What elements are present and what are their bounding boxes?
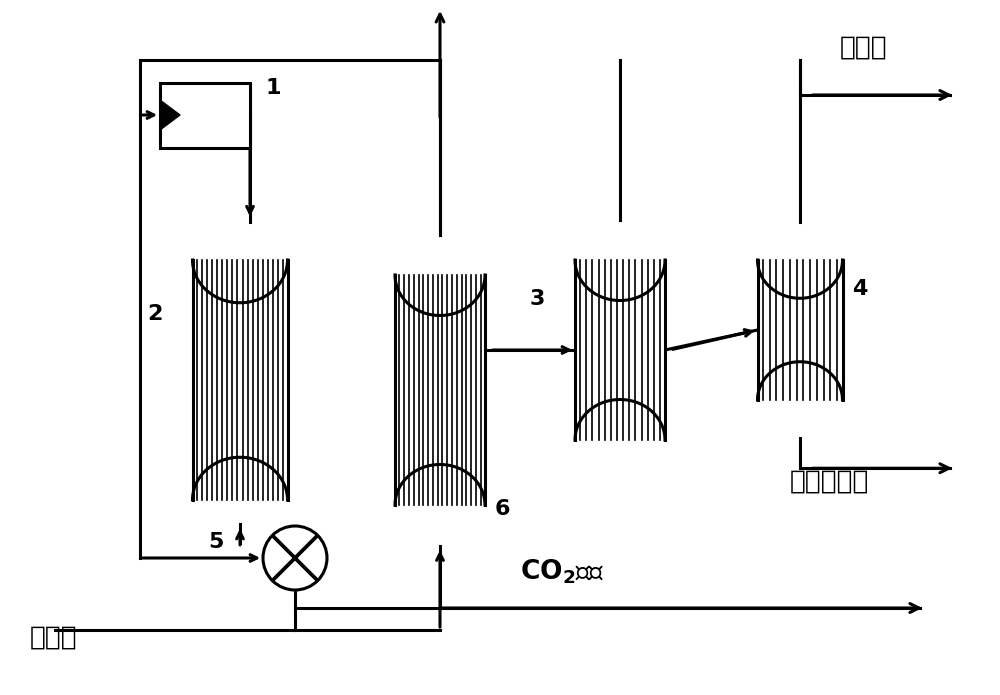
- Text: 合成气: 合成气: [30, 625, 78, 651]
- Text: $\mathbf{CO_2}$排放: $\mathbf{CO_2}$排放: [520, 558, 605, 587]
- Bar: [395, 275, 485, 505]
- Text: 1: 1: [265, 78, 281, 97]
- Polygon shape: [758, 260, 842, 298]
- Bar: [193, 260, 288, 500]
- Polygon shape: [395, 464, 485, 505]
- Bar: [160, 83, 250, 147]
- Polygon shape: [575, 260, 665, 300]
- Polygon shape: [575, 400, 665, 440]
- Text: 驰放口: 驰放口: [840, 35, 888, 61]
- Bar: [575, 260, 665, 440]
- Polygon shape: [395, 275, 485, 316]
- Text: 有机烃产物: 有机烃产物: [790, 468, 869, 494]
- Text: 5: 5: [208, 532, 223, 552]
- Text: 3: 3: [530, 289, 545, 309]
- Polygon shape: [160, 100, 180, 130]
- Bar: [758, 260, 842, 400]
- Text: 4: 4: [852, 279, 868, 299]
- Polygon shape: [193, 260, 288, 303]
- Text: 2: 2: [148, 304, 163, 324]
- Polygon shape: [758, 362, 842, 400]
- Polygon shape: [193, 457, 288, 500]
- Circle shape: [263, 526, 327, 590]
- Text: 6: 6: [495, 499, 511, 519]
